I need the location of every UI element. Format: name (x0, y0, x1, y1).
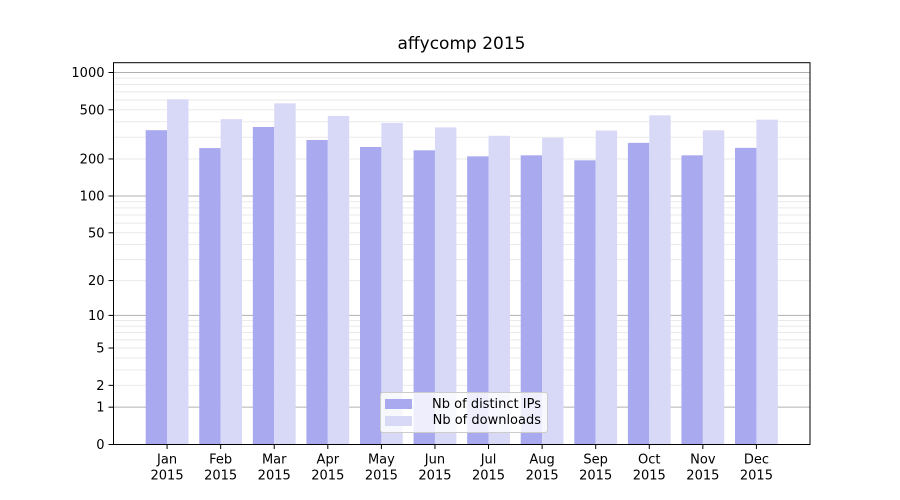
bar-downloads (434, 127, 457, 445)
x-tick-label-month: Mar (262, 453, 287, 468)
bar-downloads (595, 130, 618, 445)
legend: Nb of distinct IPs Nb of downloads (380, 392, 548, 433)
y-tick-label: 200 (80, 152, 105, 167)
x-tick-label-month: Jul (480, 453, 497, 468)
bar-distinct-ips (413, 150, 435, 445)
x-tick-label-year: 2015 (365, 469, 398, 484)
x-tick-label-year: 2015 (579, 469, 612, 484)
y-tick-label: 100 (80, 190, 105, 205)
bar-downloads (381, 122, 403, 445)
bar-downloads (649, 115, 671, 445)
y-tick-label: 20 (88, 274, 105, 289)
x-tick-label-month: Dec (744, 453, 769, 468)
bar-distinct-ips (252, 126, 275, 445)
x-tick-label-year: 2015 (740, 469, 773, 484)
x-tick-label-month: May (368, 453, 395, 468)
y-tick-label: 1000 (71, 66, 104, 81)
x-tick-label-month: Nov (690, 453, 716, 468)
bar-distinct-ips (199, 148, 221, 445)
bar-downloads (488, 135, 510, 445)
x-tick-label-year: 2015 (311, 469, 344, 484)
bar-downloads (220, 119, 243, 445)
bar-downloads (542, 137, 564, 445)
x-tick-label-year: 2015 (686, 469, 719, 484)
y-tick-label: 5 (96, 342, 104, 357)
chart-title: affycomp 2015 (397, 34, 526, 54)
y-tick-label: 10 (88, 309, 105, 324)
bar-distinct-ips (359, 146, 382, 445)
bar-downloads (327, 115, 350, 445)
x-tick-label-year: 2015 (151, 469, 184, 484)
bar-distinct-ips (520, 155, 543, 445)
x-tick-label-year: 2015 (526, 469, 559, 484)
y-tick-label: 2 (96, 379, 104, 394)
x-tick-label-month: Apr (317, 453, 340, 468)
y-tick-label: 50 (88, 226, 105, 241)
bar-distinct-ips (306, 139, 328, 445)
legend-label-downloads: Nb of downloads (432, 413, 541, 429)
legend-item-distinct-ips: Nb of distinct IPs (385, 397, 541, 412)
x-tick-label-year: 2015 (204, 469, 237, 484)
x-tick-label-month: Oct (638, 453, 660, 468)
plot-border (113, 62, 811, 445)
bar-distinct-ips (735, 147, 757, 445)
x-tick-label-year: 2015 (418, 469, 451, 484)
bar-distinct-ips (467, 156, 489, 445)
legend-item-downloads: Nb of downloads (385, 413, 541, 428)
bar-downloads (274, 103, 296, 445)
bar-downloads (167, 99, 189, 445)
legend-swatch-downloads (385, 415, 412, 426)
x-tick-label-month: Feb (209, 453, 232, 468)
y-tick-label: 0 (96, 438, 104, 453)
x-tick-label-month: Jan (156, 453, 177, 468)
bar-distinct-ips (627, 142, 650, 445)
x-tick-label-year: 2015 (633, 469, 666, 484)
y-tick-label: 500 (80, 103, 105, 118)
legend-swatch-distinct-ips (385, 399, 412, 410)
x-tick-label-month: Jun (424, 453, 445, 468)
bar-distinct-ips (681, 155, 703, 445)
legend-label-distinct-ips: Nb of distinct IPs (432, 396, 541, 412)
x-tick-label-year: 2015 (258, 469, 291, 484)
x-tick-label-month: Sep (583, 453, 608, 468)
bar-distinct-ips (574, 160, 596, 445)
y-tick-label: 1 (96, 401, 104, 416)
bar-downloads (702, 130, 725, 445)
x-tick-label-year: 2015 (472, 469, 505, 484)
bar-downloads (756, 119, 778, 445)
x-tick-label-month: Aug (529, 453, 554, 468)
bar-distinct-ips (145, 130, 168, 445)
